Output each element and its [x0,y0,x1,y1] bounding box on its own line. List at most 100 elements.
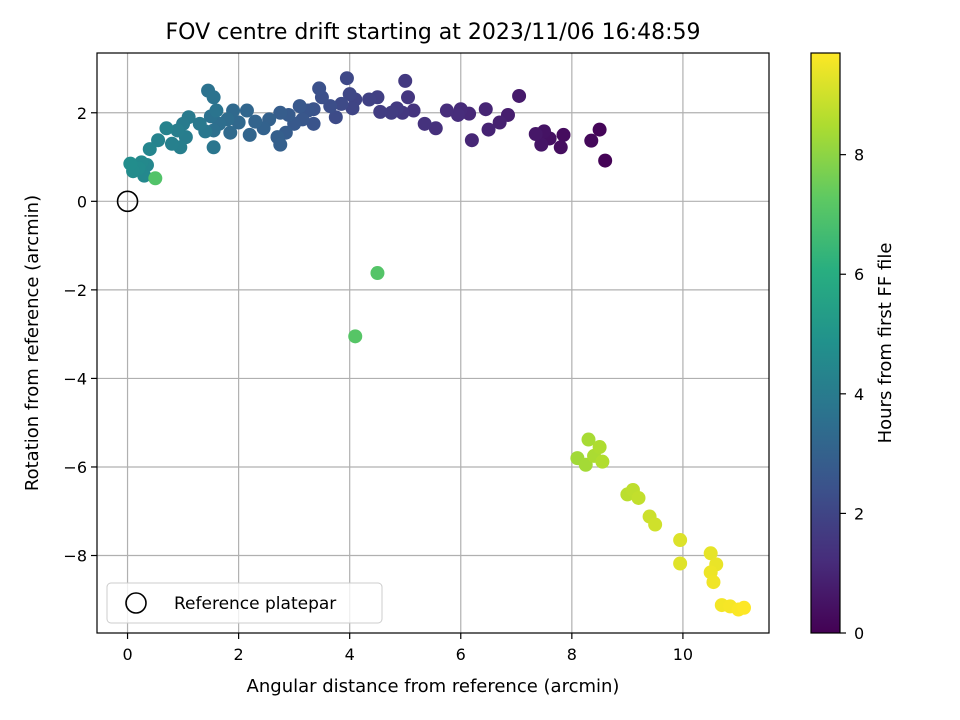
legend-box [106,582,383,624]
data-point [323,99,338,114]
data-point [648,517,663,532]
legend-label: Reference platepar [174,594,336,614]
data-point [362,92,377,107]
legend-marker-icon [125,592,147,614]
x-tick-label: 2 [234,645,244,664]
data-point [398,73,413,88]
colorbar-tick-label: 2 [854,504,864,523]
data-point [123,156,138,171]
data-point [406,103,421,118]
data-point [534,137,549,152]
data-point [450,107,465,122]
x-tick-label: 6 [456,645,466,664]
reference-platepar-marker [116,190,139,213]
y-axis-ticks: 2 0 −2 −4 −6 −8 [63,104,97,566]
x-axis-label: Angular distance from reference (arcmin) [247,676,620,697]
data-point [342,87,357,102]
data-point [373,104,388,119]
data-point [578,457,593,472]
y-tick-label: 0 [77,192,87,211]
data-point [553,140,568,155]
grid-lines [97,53,769,633]
data-point [209,103,224,118]
data-point [328,110,343,125]
data-point [248,114,263,129]
y-axis-label: Rotation from reference (arcmin) [22,195,43,491]
y-tick-label: −8 [63,547,87,566]
x-tick-label: 0 [122,645,132,664]
data-point [339,71,354,86]
data-point [703,546,718,561]
x-tick-label: 4 [345,645,355,664]
data-point [273,137,288,152]
data-point [592,440,607,455]
data-point [239,103,254,118]
data-point [348,329,363,344]
colorbar-ticks: 0 2 4 6 8 [840,146,864,643]
reference-layer [116,190,139,213]
data-point [595,454,610,469]
x-tick-label: 10 [673,645,693,664]
data-point [370,266,385,281]
x-axis-ticks: 0 2 4 6 8 10 [122,633,693,664]
chart-title: FOV centre drift starting at 2023/11/06 … [166,20,701,45]
data-points [123,71,752,617]
data-point [592,122,607,137]
data-point [737,600,752,615]
data-point [528,127,543,142]
legend: Reference platepar [106,582,383,624]
colorbar-tick-label: 4 [854,385,864,404]
data-point [512,88,527,103]
y-tick-label: −4 [63,369,87,388]
data-point [417,116,432,131]
data-point [481,122,496,137]
data-point [584,133,599,148]
data-point [492,115,507,130]
x-tick-label: 8 [567,645,577,664]
data-point [581,432,596,447]
colorbar: 0 2 4 6 8 Hours from first FF file [810,52,896,643]
data-point [428,121,443,136]
data-point [598,153,613,168]
data-point [439,103,454,118]
data-point [206,140,221,155]
data-point [231,115,246,130]
data-point [401,90,416,105]
data-point [673,556,688,571]
data-point [556,127,571,142]
colorbar-frame [810,52,841,634]
data-point [242,127,257,142]
colorbar-tick-label: 8 [854,146,864,165]
data-point [142,142,157,157]
data-point [164,136,179,151]
colorbar-tick-label: 6 [854,265,864,284]
data-point [306,116,321,131]
y-tick-label: −2 [63,281,87,300]
data-point [206,90,221,105]
data-point [192,116,207,131]
data-point [631,490,646,505]
colorbar-label: Hours from first FF file [875,243,896,444]
y-tick-label: 2 [77,104,87,123]
data-point [151,133,166,148]
data-point [170,123,185,138]
data-point [478,102,493,117]
data-point [334,96,349,111]
data-point [273,105,288,120]
colorbar-gradient [811,53,840,633]
data-point [148,171,163,186]
data-point [384,105,399,120]
plot-frame [96,52,770,634]
data-point [312,81,327,96]
data-point [345,101,360,116]
y-tick-label: −6 [63,458,87,477]
data-point [223,125,238,140]
data-point [673,533,688,548]
data-point [292,99,307,114]
colorbar-tick-label: 0 [854,624,864,643]
data-point [159,121,174,136]
data-point [464,133,479,148]
data-point [706,575,721,590]
